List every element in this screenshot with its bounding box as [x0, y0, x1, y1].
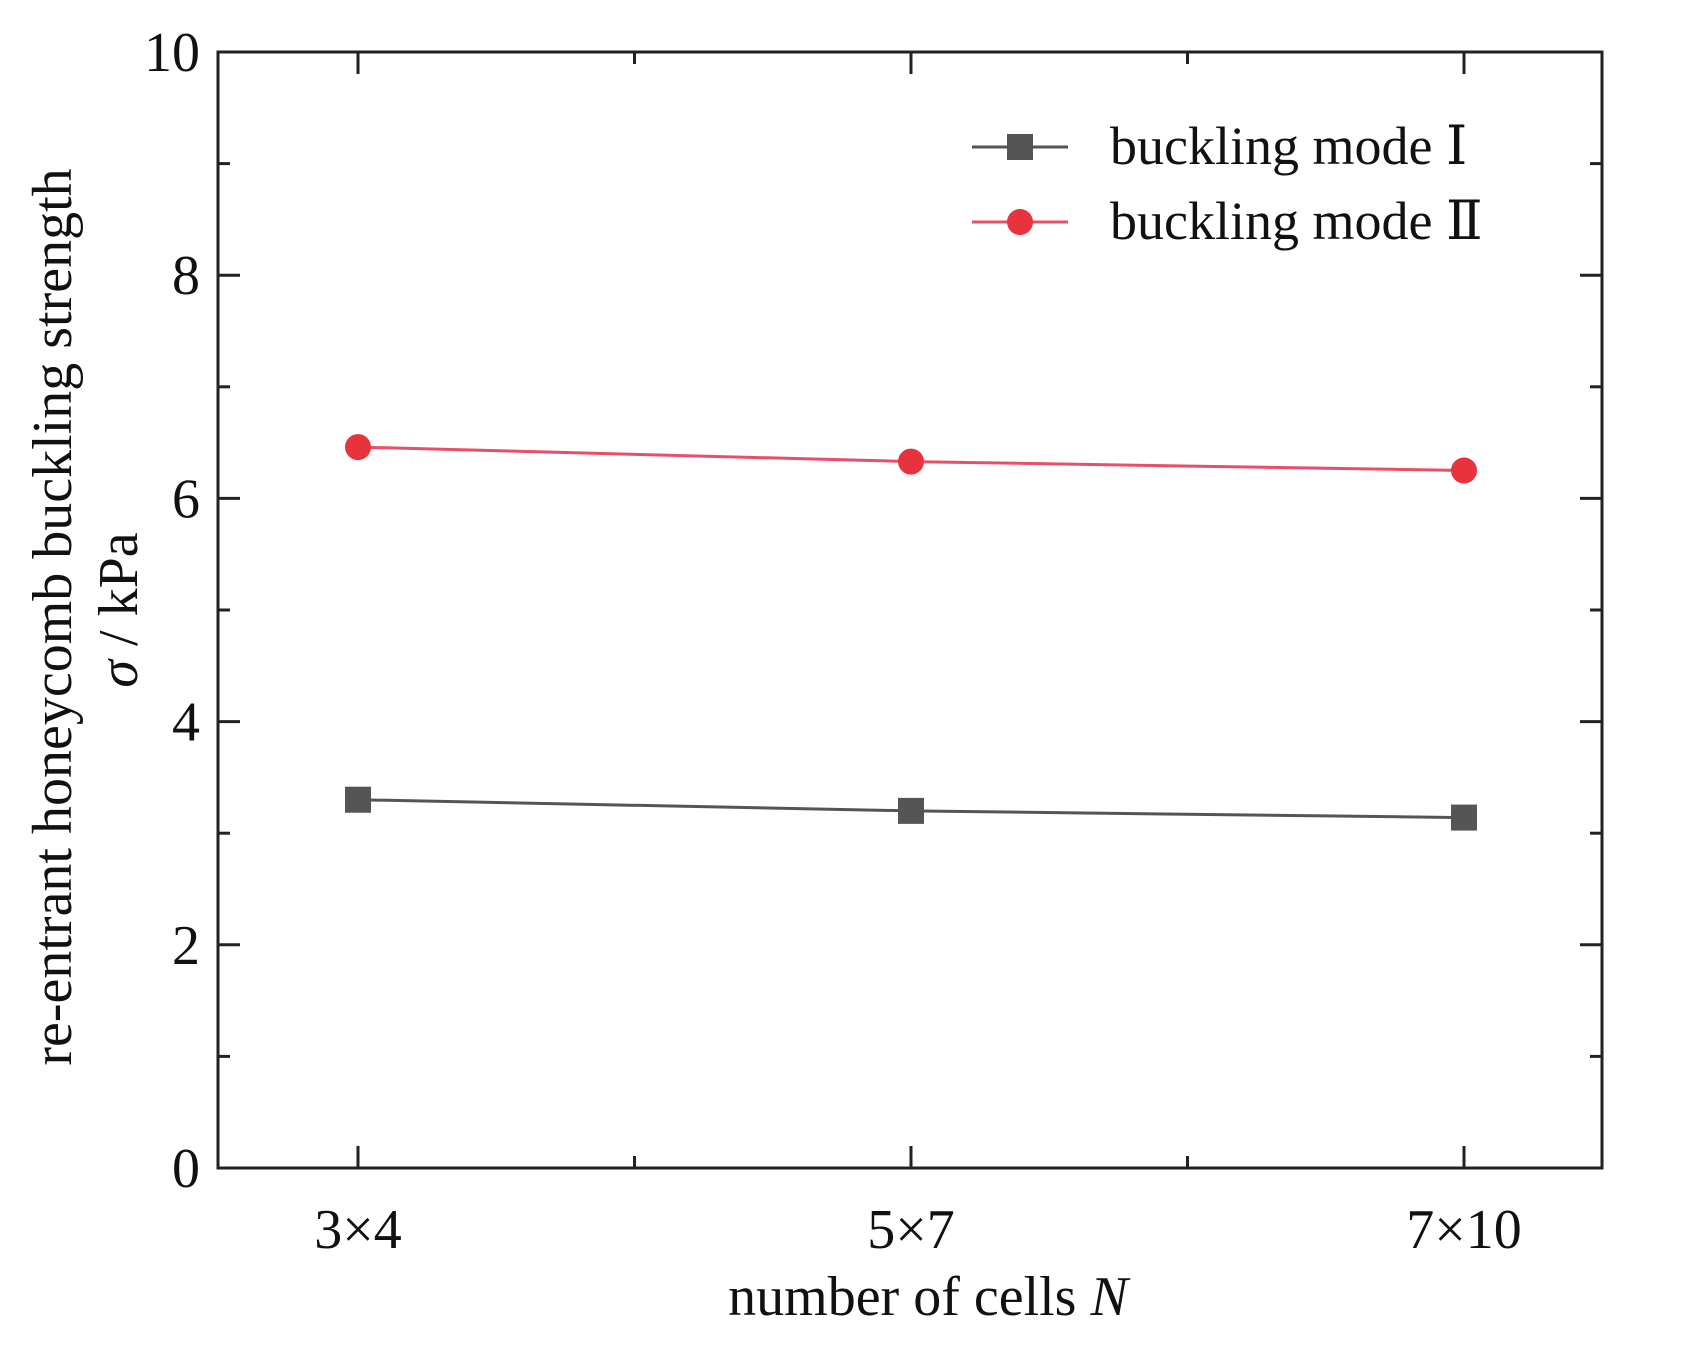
legend-label-mode-2: buckling mode Ⅱ: [1110, 191, 1483, 251]
series-layer: [345, 434, 1477, 831]
data-point-square: [1451, 804, 1477, 831]
legend-marker-square: [1007, 134, 1033, 160]
x-tick-label: 7×10: [1406, 1199, 1522, 1261]
x-axis-title: number of cells N: [728, 1266, 1130, 1328]
y-axis-ticks: 0 2 4 6 8 10: [144, 22, 1602, 1200]
y-tick-label: 8: [172, 245, 200, 307]
data-point-square: [898, 797, 924, 824]
legend-marker-circle: [1007, 209, 1033, 235]
y-tick-label: 2: [172, 915, 200, 977]
legend-label-mode-1: buckling mode Ⅰ: [1110, 116, 1467, 176]
y-tick-label: 4: [172, 692, 200, 754]
y-tick-label: 0: [172, 1138, 200, 1200]
y-tick-label: 6: [172, 468, 200, 530]
data-point-circle: [345, 434, 371, 461]
y-axis-title: re-entrant honeycomb buckling strength σ…: [22, 154, 150, 1065]
y-axis-title-line-2: σ / kPa: [88, 532, 150, 687]
y-tick-label: 10: [144, 22, 200, 84]
legend: buckling mode Ⅰ buckling mode Ⅱ: [972, 116, 1483, 251]
data-point-square: [345, 786, 371, 813]
data-point-circle: [1451, 457, 1477, 484]
x-tick-label: 3×4: [314, 1199, 402, 1261]
x-tick-label: 5×7: [867, 1199, 955, 1261]
data-point-circle: [898, 448, 924, 475]
y-axis-title-line-1: re-entrant honeycomb buckling strength: [22, 168, 84, 1065]
x-axis-ticks: 3×4 5×7 7×10: [314, 52, 1522, 1261]
